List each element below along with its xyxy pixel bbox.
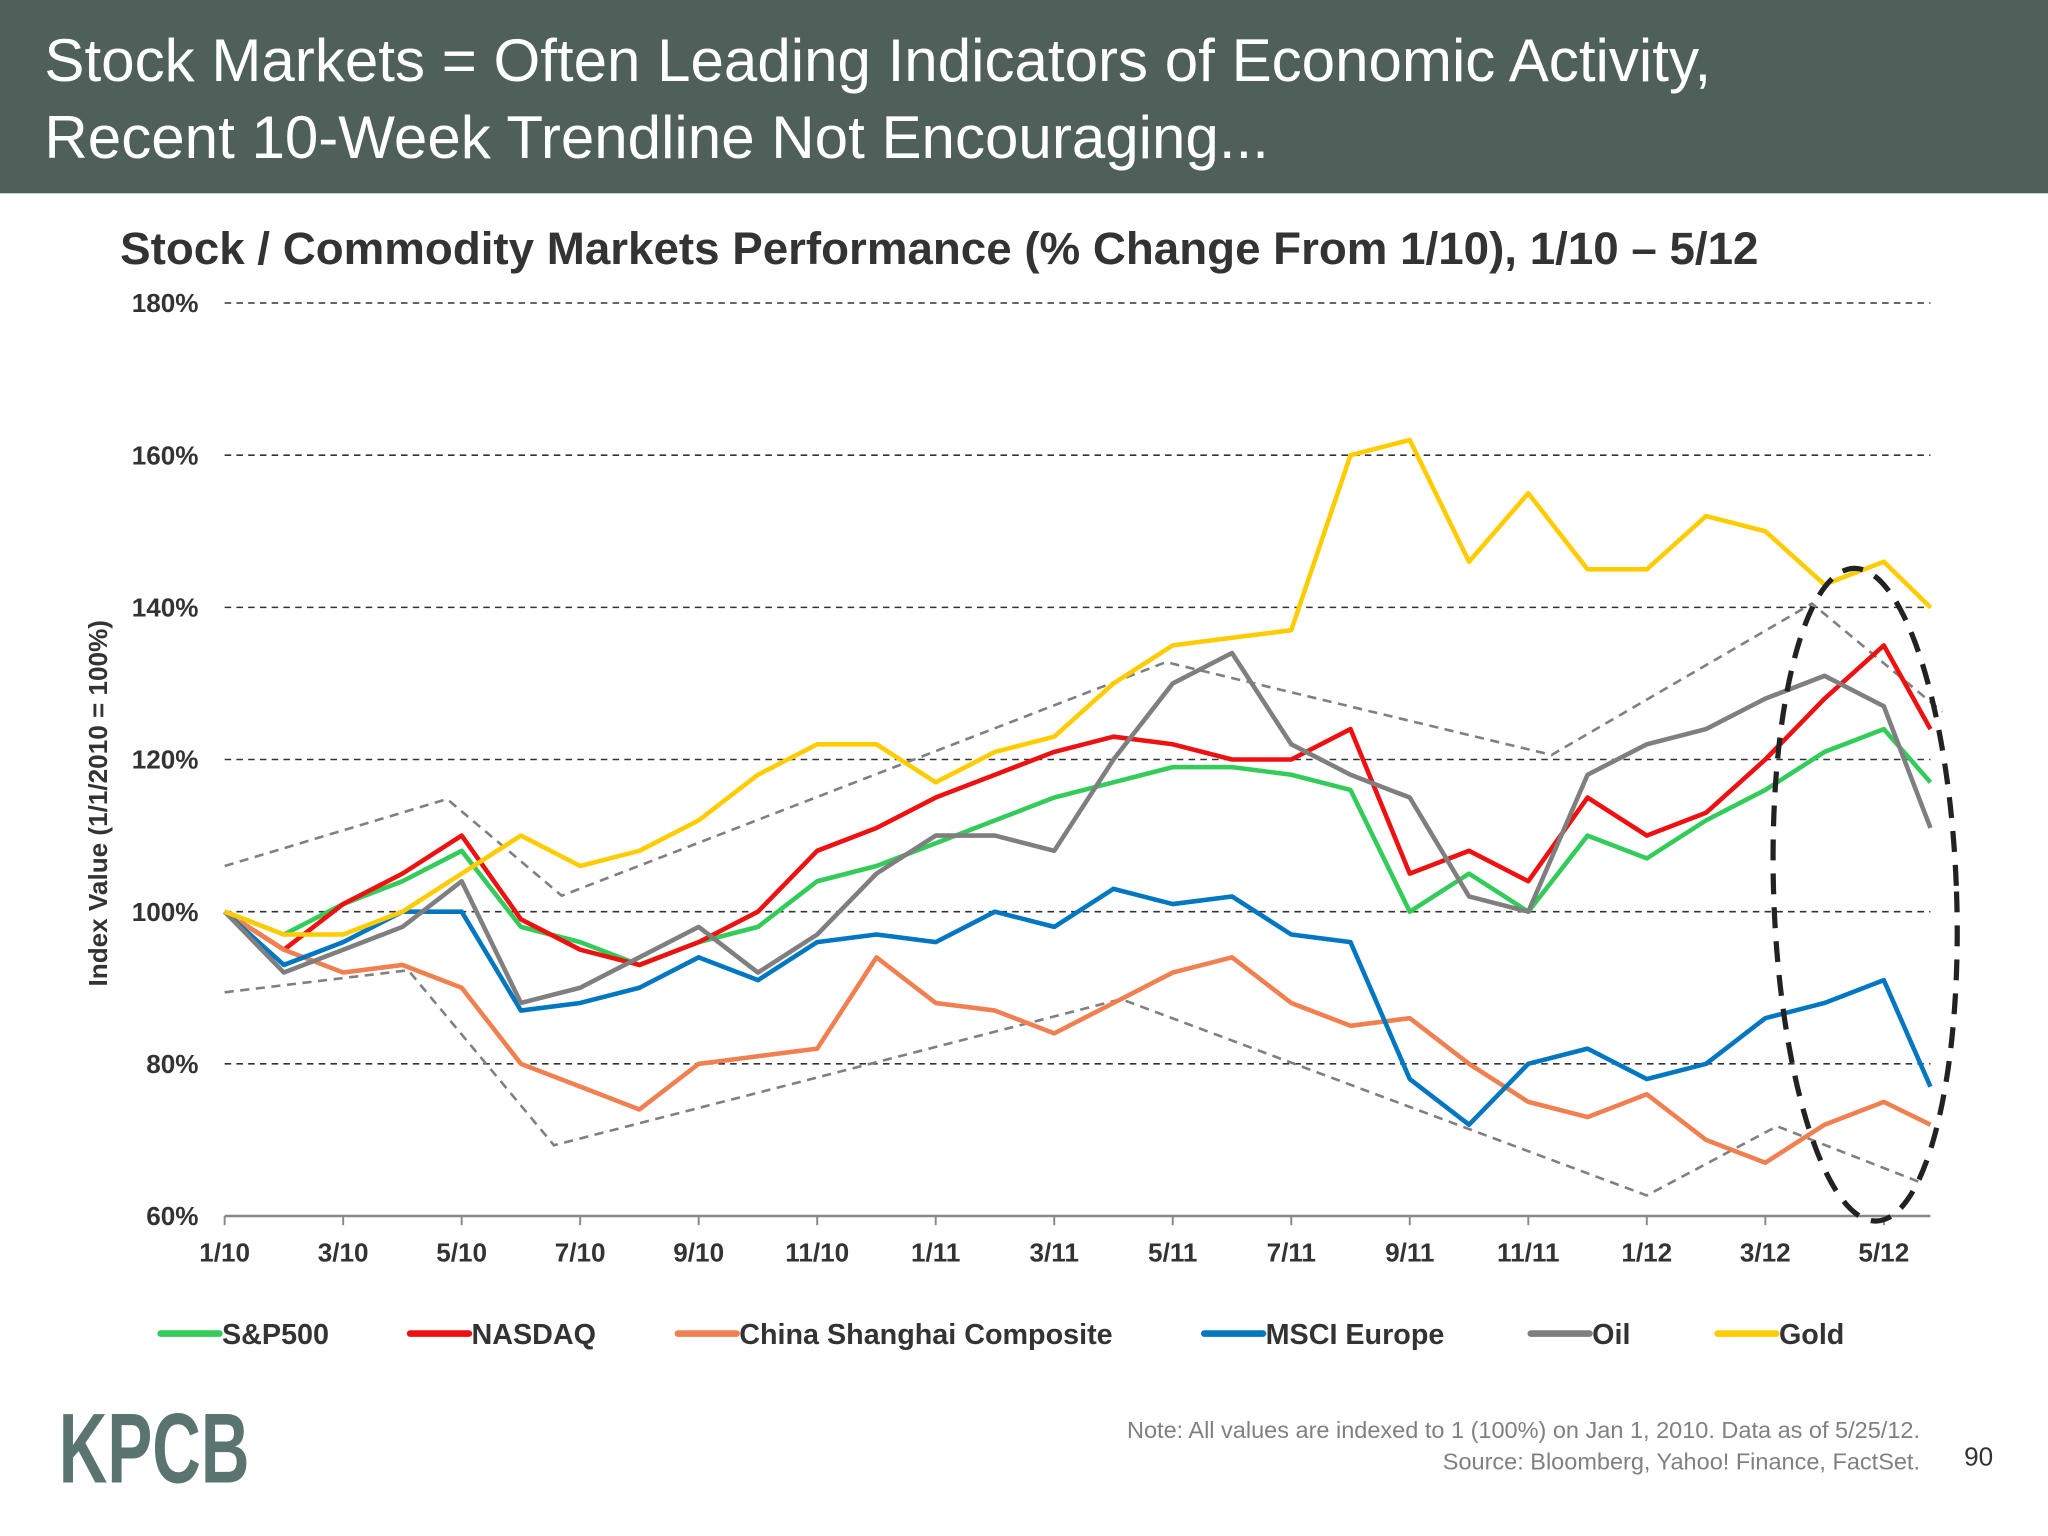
series-line-gold xyxy=(223,437,1933,937)
trendlines xyxy=(224,601,1943,1197)
y-tick-label: 180% xyxy=(132,288,199,318)
legend-label-msci-europe: MSCI Europe xyxy=(1266,1319,1445,1351)
x-tick-label: 11/11 xyxy=(1497,1238,1559,1268)
y-tick-label: 100% xyxy=(132,897,199,927)
note-text: Note: All values are indexed to 1 (100%)… xyxy=(1127,1417,1920,1443)
y-tick-label: 160% xyxy=(132,440,199,470)
x-tick-label: 7/10 xyxy=(555,1238,606,1268)
x-tick-label: 1/10 xyxy=(199,1238,250,1268)
slide-title-line2: Recent 10-Week Trendline Not Encouraging… xyxy=(44,104,1269,171)
source-text: Source: Bloomberg, Yahoo! Finance, FactS… xyxy=(1443,1448,1920,1474)
series-line-msci-europe xyxy=(223,886,1933,1127)
page-number: 90 xyxy=(1964,1441,1993,1471)
x-tick-label: 9/11 xyxy=(1385,1238,1434,1268)
x-tick-label: 9/10 xyxy=(673,1238,724,1268)
header-band xyxy=(0,0,2048,194)
x-tick-label: 7/11 xyxy=(1267,1238,1316,1268)
legend: S&P500 NASDAQ China Shanghai Composite MSCI… xyxy=(157,1319,1844,1351)
slide-title-line1: Stock Markets = Often Leading Indicators… xyxy=(44,27,1711,94)
x-tick-label: 11/10 xyxy=(785,1238,849,1268)
series-line-nasdaq xyxy=(223,643,1933,968)
kpcb-logo: KPCB xyxy=(59,1393,250,1504)
y-tick-label: 60% xyxy=(146,1201,198,1231)
legend-label-oil: Oil xyxy=(1592,1319,1630,1351)
series-line-s-p500 xyxy=(223,726,1933,968)
x-tick-label: 5/12 xyxy=(1858,1238,1909,1268)
x-tick-label: 3/10 xyxy=(318,1238,369,1268)
trendline xyxy=(224,601,1943,898)
x-tick-label: 1/12 xyxy=(1621,1238,1672,1268)
series-lines xyxy=(223,437,1933,1166)
y-tick-label: 120% xyxy=(132,745,199,775)
y-axis-label: Index Value (1/1/2010 = 100%) xyxy=(83,620,113,986)
series-line-oil xyxy=(223,650,1933,1006)
x-tick-label: 3/12 xyxy=(1740,1238,1791,1268)
y-tick-label: 80% xyxy=(146,1049,198,1079)
legend-label-nasdaq: NASDAQ xyxy=(472,1319,596,1351)
y-tick-labels: 60% 80% 100% 120% 140% 160% 180% xyxy=(132,288,199,1231)
y-tick-label: 140% xyxy=(132,592,199,622)
chart-title: Stock / Commodity Markets Performance (%… xyxy=(120,223,1758,274)
x-tick-label: 5/11 xyxy=(1148,1238,1197,1268)
series-line-china-shanghai-composite xyxy=(223,909,1932,1166)
legend-label-china-shanghai-composite: China Shanghai Composite xyxy=(739,1319,1112,1351)
legend-label-gold: Gold xyxy=(1779,1319,1844,1351)
highlight-ellipse xyxy=(1770,565,1960,1224)
x-tick-label: 1/11 xyxy=(911,1238,960,1268)
trendline xyxy=(224,968,1920,1197)
legend-label-s-p500: S&P500 xyxy=(222,1319,329,1351)
x-tick-label: 3/11 xyxy=(1030,1238,1079,1268)
x-tick-label: 5/10 xyxy=(436,1238,487,1268)
x-tick-labels: 1/10 3/10 5/10 7/10 9/10 11/10 1/11 3/11 5/11 7/1… xyxy=(199,1238,1909,1268)
gridlines xyxy=(223,302,1931,1226)
